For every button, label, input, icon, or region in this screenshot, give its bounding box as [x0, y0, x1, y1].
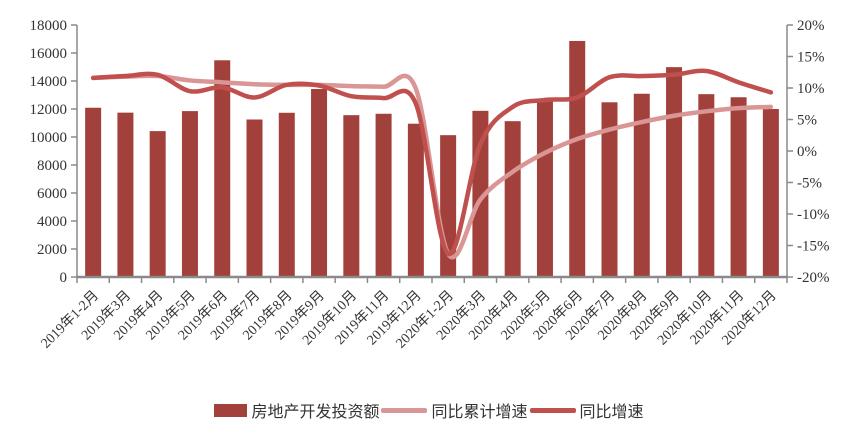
y-left-tick-label: 12000	[30, 102, 68, 118]
legend-bar-swatch-icon	[214, 403, 248, 417]
y-left-tick-label: 2000	[37, 242, 67, 258]
bar-investment-bars	[278, 112, 295, 277]
y-left-tick-label: 6000	[37, 186, 67, 202]
y-left-tick-label: 0	[60, 270, 68, 286]
y-right-tick-label: 15%	[797, 50, 825, 66]
bar-investment-bars	[246, 119, 263, 277]
y-left-tick-label: 10000	[30, 130, 68, 146]
legend-label: 同比增速	[579, 404, 644, 421]
bar-investment-bars	[569, 40, 586, 278]
y-right-tick-label: -5%	[797, 176, 822, 192]
y-left-tick-label: 18000	[30, 18, 68, 34]
legend-item-investment-bars: 房地产开发投资额	[214, 398, 379, 422]
bar-investment-bars	[407, 123, 424, 277]
legend-label: 同比累计增速	[431, 404, 528, 421]
y-right-tick-label: -20%	[797, 270, 830, 286]
y-right-tick-label: 20%	[797, 18, 825, 34]
bar-investment-bars	[666, 67, 683, 277]
bar-investment-bars	[375, 113, 392, 277]
bar-investment-bars	[536, 100, 553, 278]
legend-item-monthly-yoy-growth-line: 同比增速	[529, 398, 644, 422]
legend-item-cumulative-yoy-growth-line: 同比累计增速	[381, 398, 528, 422]
chart-legend: 房地产开发投资额 同比累计增速 同比增速	[0, 398, 858, 422]
bar-investment-bars	[343, 115, 360, 277]
bar-investment-bars	[633, 93, 650, 278]
bar-investment-bars	[311, 88, 328, 277]
y-left-tick-label: 4000	[37, 214, 67, 230]
y-right-tick-label: -15%	[797, 239, 830, 255]
bar-investment-bars	[117, 112, 134, 277]
legend-line-swatch-icon	[529, 407, 576, 413]
y-right-tick-label: 5%	[797, 113, 817, 129]
y-left-tick-label: 16000	[30, 46, 68, 62]
bar-investment-bars	[762, 109, 779, 277]
y-right-tick-label: 10%	[797, 81, 825, 97]
bar-investment-bars	[698, 94, 715, 277]
y-left-tick-label: 14000	[30, 74, 68, 90]
legend-line-swatch-icon	[381, 407, 428, 413]
bar-investment-bars	[214, 60, 231, 277]
bar-investment-bars	[730, 97, 747, 278]
combo-chart: 0 2000 4000 6000 8000 10000 12000 14000 16000 180…	[30, 18, 830, 352]
bar-investment-bars	[85, 107, 102, 278]
bar-investment-bars	[601, 102, 618, 277]
y-right-tick-label: 0%	[797, 144, 817, 160]
legend-label: 房地产开发投资额	[251, 404, 380, 421]
line-monthly-yoy-growth-line	[90, 68, 774, 256]
bar-investment-bars	[181, 111, 198, 277]
bar-investment-bars	[504, 121, 521, 278]
y-left-tick-label: 8000	[37, 158, 67, 174]
y-right-tick-label: -10%	[797, 207, 830, 223]
bar-investment-bars	[149, 131, 166, 277]
